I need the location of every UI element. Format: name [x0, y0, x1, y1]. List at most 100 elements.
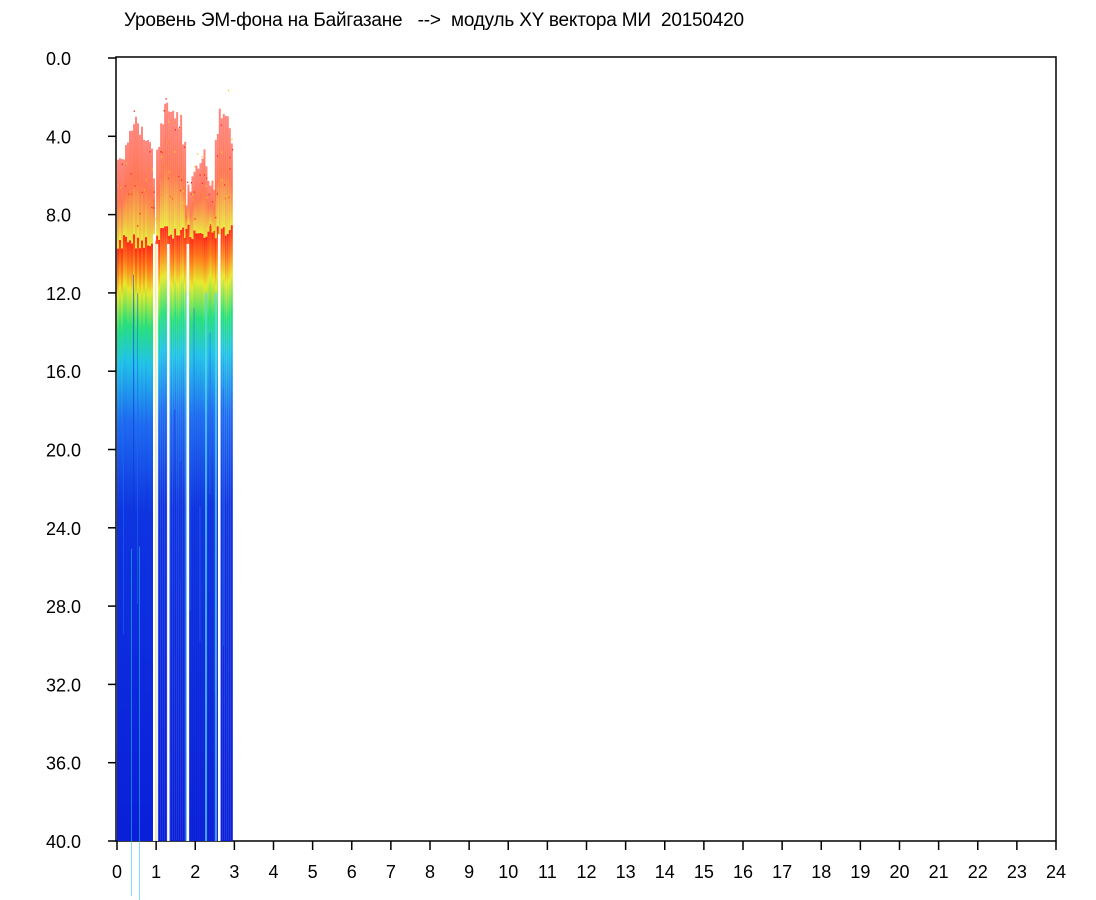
- heat-cell-column: [170, 234, 173, 842]
- x-tick-label: 19: [850, 862, 870, 882]
- heat-streak: [131, 548, 132, 897]
- heat-cell-column: [139, 248, 141, 842]
- heat-speckle: [203, 174, 206, 176]
- heat-speckle: [121, 163, 123, 166]
- y-tick-label: 40.0: [46, 832, 81, 852]
- heat-cell-top: [222, 113, 225, 228]
- heat-speckle: [172, 223, 174, 225]
- heat-streak: [180, 461, 182, 580]
- heat-cell-column: [191, 239, 194, 841]
- heat-cell-top: [145, 140, 147, 238]
- heat-cell-column: [151, 243, 153, 841]
- heat-cell-column: [129, 240, 131, 842]
- frame-separator: [205, 292, 208, 841]
- frame-separator: [152, 234, 156, 842]
- heat-speckle: [229, 168, 231, 170]
- heat-streak: [193, 308, 195, 435]
- heat-cell-column: [178, 235, 181, 842]
- heat-cell-column: [149, 246, 151, 841]
- x-tick-label: 14: [655, 862, 675, 882]
- heat-speckle: [120, 219, 122, 222]
- heat-cell-top: [172, 110, 175, 239]
- heat-streak: [117, 507, 118, 748]
- heat-cell-top: [162, 124, 165, 229]
- heat-speckle: [182, 190, 184, 192]
- frame-separator: [186, 243, 190, 841]
- heat-cell-top: [189, 191, 192, 238]
- heat-speckle: [232, 148, 234, 151]
- heat-streak: [139, 546, 140, 900]
- frame-separator: [214, 292, 217, 841]
- heat-cell-top: [176, 112, 179, 236]
- heat-cell-top: [209, 185, 212, 227]
- heat-cell-top: [127, 142, 129, 243]
- heat-cell-top: [125, 144, 127, 237]
- heat-cell-top: [149, 142, 151, 247]
- x-tick-label: 7: [386, 862, 396, 882]
- heat-cell-top: [174, 118, 177, 229]
- heat-cell-top: [197, 168, 200, 234]
- heat-cell-top: [178, 128, 181, 236]
- heat-speckle: [174, 128, 176, 131]
- heat-speckle: [137, 225, 139, 227]
- heat-cell-top: [230, 143, 233, 226]
- heat-cell-top: [205, 166, 208, 237]
- x-tick-label: 21: [929, 862, 949, 882]
- heat-speckle: [201, 182, 204, 184]
- heat-speckle: [120, 186, 122, 189]
- y-tick-label: 4.0: [46, 127, 71, 147]
- heat-speckle: [187, 181, 189, 184]
- heat-speckle: [227, 89, 230, 92]
- heatmap-layer: [117, 89, 234, 900]
- heat-cell-top: [193, 171, 196, 231]
- heat-cell-top: [121, 159, 123, 249]
- heat-speckle: [180, 189, 182, 192]
- heat-speckle: [174, 151, 176, 153]
- heat-cell-top: [195, 165, 198, 234]
- heat-speckle: [220, 124, 223, 126]
- heat-speckle: [178, 126, 181, 129]
- heat-cell-column: [228, 230, 231, 842]
- heat-cell-column: [182, 227, 185, 841]
- x-tick-label: 16: [733, 862, 753, 882]
- heat-cell-column: [195, 233, 198, 842]
- heat-cell-top: [207, 180, 210, 232]
- heat-speckle: [168, 121, 170, 123]
- heat-cell-top: [214, 140, 217, 239]
- heat-cell-column: [211, 232, 214, 841]
- heat-cell-top: [117, 159, 119, 249]
- heat-speckle: [193, 191, 195, 193]
- heat-speckle: [223, 184, 226, 186]
- x-tick-label: 15: [694, 862, 714, 882]
- heat-speckle: [231, 138, 233, 141]
- heat-speckle: [194, 165, 196, 168]
- heat-cell-top: [199, 163, 202, 233]
- heat-cell-column: [201, 234, 204, 842]
- y-tick-label: 12.0: [46, 284, 81, 304]
- heat-speckle: [163, 110, 165, 112]
- heat-speckle: [191, 193, 194, 196]
- plot-area: [115, 56, 1057, 842]
- heat-streak: [174, 409, 176, 658]
- x-tick-label: 18: [811, 862, 831, 882]
- heat-cell-top: [168, 111, 171, 236]
- heat-cell-top: [156, 149, 159, 236]
- heat-speckle: [229, 156, 231, 159]
- x-tick-label: 8: [425, 862, 435, 882]
- heat-speckle: [201, 155, 203, 158]
- heat-speckle: [206, 197, 208, 199]
- heat-streak: [147, 483, 148, 693]
- heat-cell-top: [213, 189, 216, 231]
- heat-cell-top: [141, 126, 143, 241]
- heat-cell-top: [160, 123, 163, 229]
- heat-cell-top: [158, 147, 161, 240]
- heat-cell-top: [216, 133, 219, 227]
- heat-cell-column: [207, 231, 210, 842]
- heat-cell-column: [224, 235, 227, 842]
- heat-cell-top: [151, 148, 153, 244]
- heat-speckle: [197, 153, 199, 155]
- x-tick-label: 17: [772, 862, 792, 882]
- heat-speckle: [182, 202, 184, 204]
- heat-cell-top: [135, 116, 137, 249]
- heat-cell-top: [182, 144, 185, 228]
